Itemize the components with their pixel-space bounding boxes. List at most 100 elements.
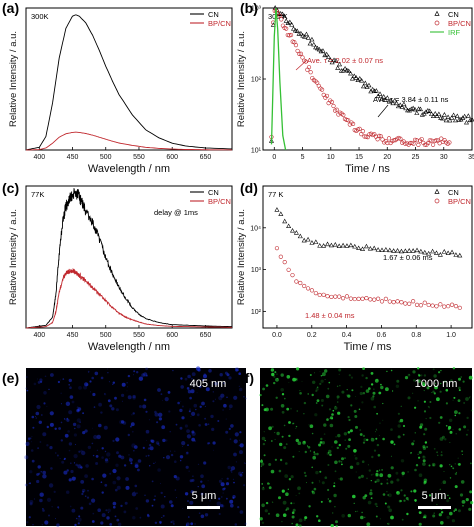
fluorescence-speckle	[66, 490, 70, 494]
fluorescence-speckle	[262, 442, 266, 446]
fluorescence-speckle	[429, 416, 432, 420]
fluorescence-speckle	[335, 436, 337, 438]
fluorescence-speckle	[161, 425, 166, 430]
fluorescence-speckle	[90, 391, 92, 393]
fluorescence-speckle	[49, 446, 53, 450]
fluorescence-speckle	[390, 466, 394, 470]
panel-c-plot: 400 450 500 550 600 650 Wavelength / nm Relativ…	[8, 185, 233, 353]
fluorescence-speckle	[386, 370, 388, 373]
fluorescence-speckle	[450, 465, 453, 468]
data-point-cn	[325, 54, 332, 59]
fluorescence-speckle	[290, 502, 293, 505]
fluorescence-speckle	[28, 483, 30, 484]
fluorescence-speckle	[367, 464, 369, 466]
fluorescence-speckle	[324, 379, 326, 380]
fluorescence-speckle	[137, 459, 142, 463]
fluorescence-speckle	[432, 390, 435, 393]
fluorescence-speckle	[313, 452, 317, 456]
plot-frame	[262, 185, 473, 329]
fluorescence-speckle	[156, 421, 159, 424]
data-point-cn	[309, 36, 315, 42]
fluorescence-speckle	[439, 464, 443, 468]
fluorescence-speckle	[379, 518, 381, 520]
data-point-bpcn	[457, 305, 462, 310]
data-point-cn	[357, 76, 363, 81]
fluorescence-speckle	[104, 450, 107, 453]
data-point-bpcn	[290, 273, 295, 278]
y-axis-label: Relative Intensity / a.u.	[8, 31, 19, 127]
fluorescence-speckle	[233, 439, 238, 444]
y-tick-label: 10²	[251, 77, 262, 84]
fluorescence-speckle	[84, 474, 88, 478]
data-point-cn	[362, 80, 368, 86]
fluorescence-speckle	[440, 521, 444, 525]
y-tick-label: 10⁴	[250, 225, 261, 232]
fluorescence-speckle	[287, 488, 289, 490]
series-line-cn	[25, 14, 233, 151]
fluorescence-speckle	[370, 480, 372, 482]
data-point-cn	[356, 245, 362, 251]
x-tick-label: 25	[412, 154, 420, 161]
fluorescence-speckle	[132, 396, 136, 400]
data-point-cn	[441, 112, 447, 117]
fluorescence-speckle	[243, 396, 245, 398]
fluorescence-speckle	[95, 462, 99, 465]
fluorescence-speckle	[179, 455, 184, 459]
fluorescence-speckle	[268, 486, 272, 490]
fluorescence-speckle	[126, 390, 128, 392]
data-point-cn	[291, 26, 297, 31]
fluorescence-speckle	[426, 386, 430, 390]
fluorescence-speckle	[131, 413, 133, 416]
fluorescence-speckle	[66, 418, 70, 422]
data-point-cn	[348, 70, 354, 76]
panel-a-label: (a)	[2, 0, 19, 16]
fluorescence-speckle	[67, 430, 70, 433]
fluorescence-speckle	[221, 504, 225, 508]
fluorescence-speckle	[180, 400, 182, 402]
data-point-bpcn	[430, 142, 436, 147]
data-point-cn	[430, 248, 436, 254]
fluorescence-speckle	[439, 488, 442, 491]
fluorescence-speckle	[186, 387, 190, 390]
fluorescence-speckle	[203, 374, 207, 379]
fluorescence-speckle	[194, 439, 197, 443]
fluorescence-speckle	[449, 418, 453, 422]
fluorescence-speckle	[190, 490, 194, 494]
fluorescence-speckle	[333, 485, 336, 488]
data-point-bpcn	[360, 129, 365, 134]
fluorescence-speckle	[311, 466, 314, 469]
fluorescence-speckle	[331, 446, 333, 448]
fluorescence-speckle	[187, 390, 192, 394]
fluorescence-speckle	[438, 421, 441, 424]
fluorescence-speckle	[348, 418, 351, 422]
fluorescence-speckle	[366, 438, 369, 442]
data-point-cn	[322, 52, 328, 58]
fluorescence-speckle	[390, 440, 394, 444]
data-point-bpcn	[333, 294, 338, 299]
fluorescence-speckle	[221, 478, 223, 480]
fluorescence-speckle	[46, 406, 48, 407]
fluorescence-speckle	[402, 433, 405, 436]
fluorescence-speckle	[145, 499, 150, 503]
fluorescence-speckle	[162, 514, 165, 517]
fluorescence-speckle	[191, 478, 195, 482]
x-tick-label: 0.6	[377, 332, 387, 339]
fluorescence-speckle	[377, 454, 381, 457]
fluorescence-speckle	[320, 500, 323, 503]
data-point-bpcn	[434, 304, 439, 309]
data-point-cn	[313, 239, 319, 244]
fluorescence-speckle	[318, 519, 321, 522]
fluorescence-speckle	[106, 452, 111, 457]
fluorescence-speckle	[40, 470, 43, 473]
fluorescence-speckle	[359, 429, 362, 431]
fluorescence-speckle	[324, 476, 328, 480]
fluorescence-speckle	[328, 408, 332, 411]
fluorescence-speckle	[275, 513, 280, 517]
fluorescence-speckle	[341, 390, 345, 394]
fluorescence-speckle	[215, 398, 216, 400]
fluorescence-speckle	[239, 450, 243, 455]
fluorescence-speckle	[425, 418, 427, 420]
fluorescence-speckle	[101, 456, 104, 459]
fluorescence-speckle	[382, 437, 385, 441]
fluorescence-speckle	[208, 442, 211, 445]
